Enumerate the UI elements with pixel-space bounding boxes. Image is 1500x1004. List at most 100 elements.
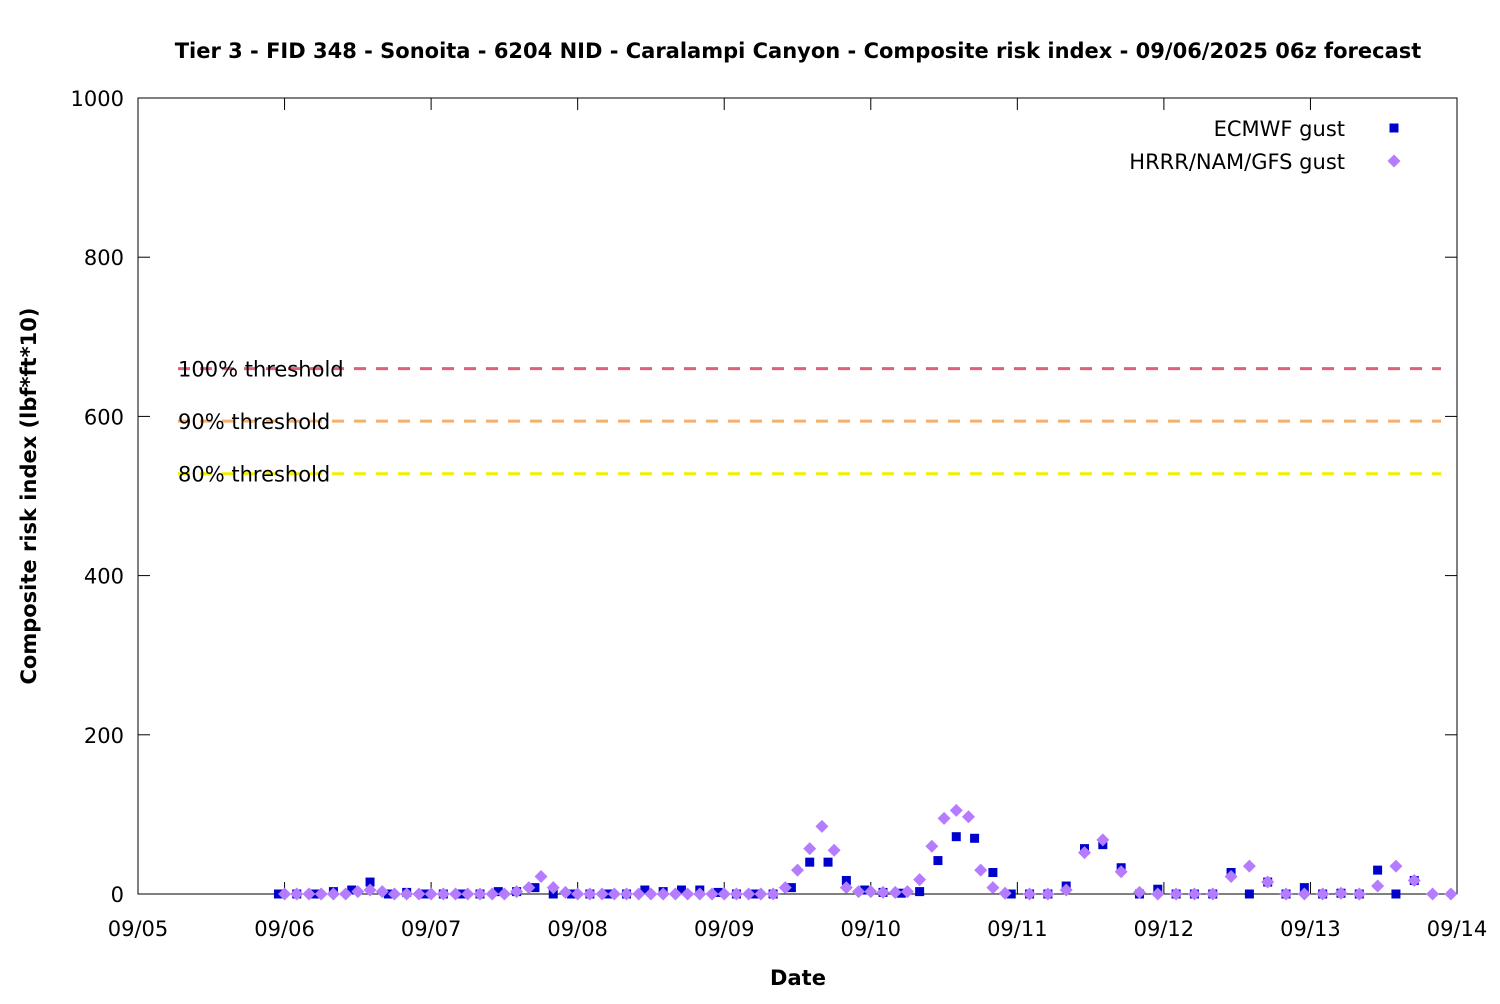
data-point — [827, 843, 841, 857]
data-point — [1279, 887, 1293, 901]
data-point — [400, 887, 414, 901]
data-point — [1444, 887, 1458, 901]
data-point — [717, 887, 731, 901]
data-point — [925, 839, 939, 853]
data-point — [754, 887, 768, 901]
data-point — [644, 887, 658, 901]
x-tick-label: 09/14 — [1427, 917, 1488, 941]
data-point — [290, 887, 304, 901]
data-point — [896, 888, 906, 898]
data-point — [913, 873, 927, 887]
data-point — [970, 833, 980, 843]
data-point — [778, 881, 792, 895]
data-point — [1132, 885, 1146, 899]
data-point — [1114, 865, 1128, 879]
data-point — [951, 832, 961, 842]
data-point — [365, 877, 375, 887]
data-point — [347, 885, 357, 895]
x-tick-label: 09/08 — [547, 917, 608, 941]
data-point — [1041, 887, 1055, 901]
data-point — [937, 811, 951, 825]
data-point — [302, 887, 316, 901]
threshold-label: 80% threshold — [178, 463, 330, 487]
data-point — [363, 883, 377, 897]
data-point — [1242, 859, 1256, 873]
legend-marker — [1389, 123, 1399, 133]
data-point — [1389, 859, 1403, 873]
data-point — [534, 869, 548, 883]
data-point — [1297, 887, 1311, 901]
data-point — [1224, 869, 1238, 883]
data-point — [1373, 865, 1383, 875]
legend-label: HRRR/NAM/GFS gust — [1129, 150, 1345, 174]
data-point — [681, 887, 695, 901]
data-point — [933, 856, 943, 866]
y-tick-label: 400 — [84, 565, 124, 589]
legend-marker — [1387, 154, 1401, 168]
data-point — [823, 857, 833, 867]
y-tick-label: 0 — [111, 883, 124, 907]
x-tick-label: 09/12 — [1134, 917, 1195, 941]
data-point — [656, 887, 670, 901]
chart-title: Tier 3 - FID 348 - Sonoita - 6204 NID - … — [175, 39, 1422, 63]
data-point — [510, 885, 524, 899]
x-tick-label: 09/13 — [1280, 917, 1341, 941]
y-tick-label: 800 — [84, 246, 124, 270]
data-point — [497, 887, 511, 901]
data-point — [473, 887, 487, 901]
x-tick-label: 09/11 — [987, 917, 1048, 941]
data-point — [815, 819, 829, 833]
y-axis-title: Composite risk index (lbf*ft*10) — [17, 307, 41, 684]
data-point — [1391, 889, 1401, 899]
threshold-label: 90% threshold — [178, 410, 330, 434]
data-point — [998, 886, 1012, 900]
data-point — [915, 887, 925, 897]
x-tick-label: 09/07 — [401, 917, 462, 941]
data-point — [986, 881, 1000, 895]
data-point — [424, 887, 438, 901]
data-point — [841, 875, 851, 885]
data-point — [461, 887, 475, 901]
data-point — [1352, 887, 1366, 901]
data-point — [705, 887, 719, 901]
data-point — [449, 887, 463, 901]
data-point — [713, 887, 723, 897]
data-point — [571, 887, 585, 901]
data-point — [864, 885, 878, 899]
data-point — [632, 887, 646, 901]
x-tick-label: 09/05 — [108, 917, 169, 941]
data-point — [387, 887, 401, 901]
data-point — [1059, 883, 1073, 897]
data-point — [988, 868, 998, 878]
data-point — [1006, 889, 1016, 899]
data-point — [375, 885, 389, 899]
plot-frame — [137, 97, 1458, 895]
data-point — [1096, 833, 1110, 847]
data-point — [583, 887, 597, 901]
data-point — [1151, 887, 1165, 901]
y-tick-label: 1000 — [71, 87, 124, 111]
x-axis-title: Date — [770, 966, 826, 990]
y-tick-label: 200 — [84, 724, 124, 748]
data-point — [949, 803, 963, 817]
data-point — [326, 887, 340, 901]
data-point — [1078, 846, 1092, 860]
data-point — [485, 887, 499, 901]
data-point — [729, 887, 743, 901]
data-point — [546, 881, 560, 895]
data-point — [876, 885, 890, 899]
data-point — [693, 887, 707, 901]
data-point — [595, 887, 609, 901]
data-point — [1206, 887, 1220, 901]
data-point — [766, 887, 780, 901]
data-point — [314, 887, 328, 901]
data-point — [1244, 889, 1254, 899]
data-point — [839, 881, 853, 895]
data-point — [640, 885, 650, 895]
x-tick-label: 09/09 — [694, 917, 755, 941]
y-tick-label: 600 — [84, 405, 124, 429]
data-point — [351, 885, 365, 899]
data-point — [1371, 879, 1385, 893]
